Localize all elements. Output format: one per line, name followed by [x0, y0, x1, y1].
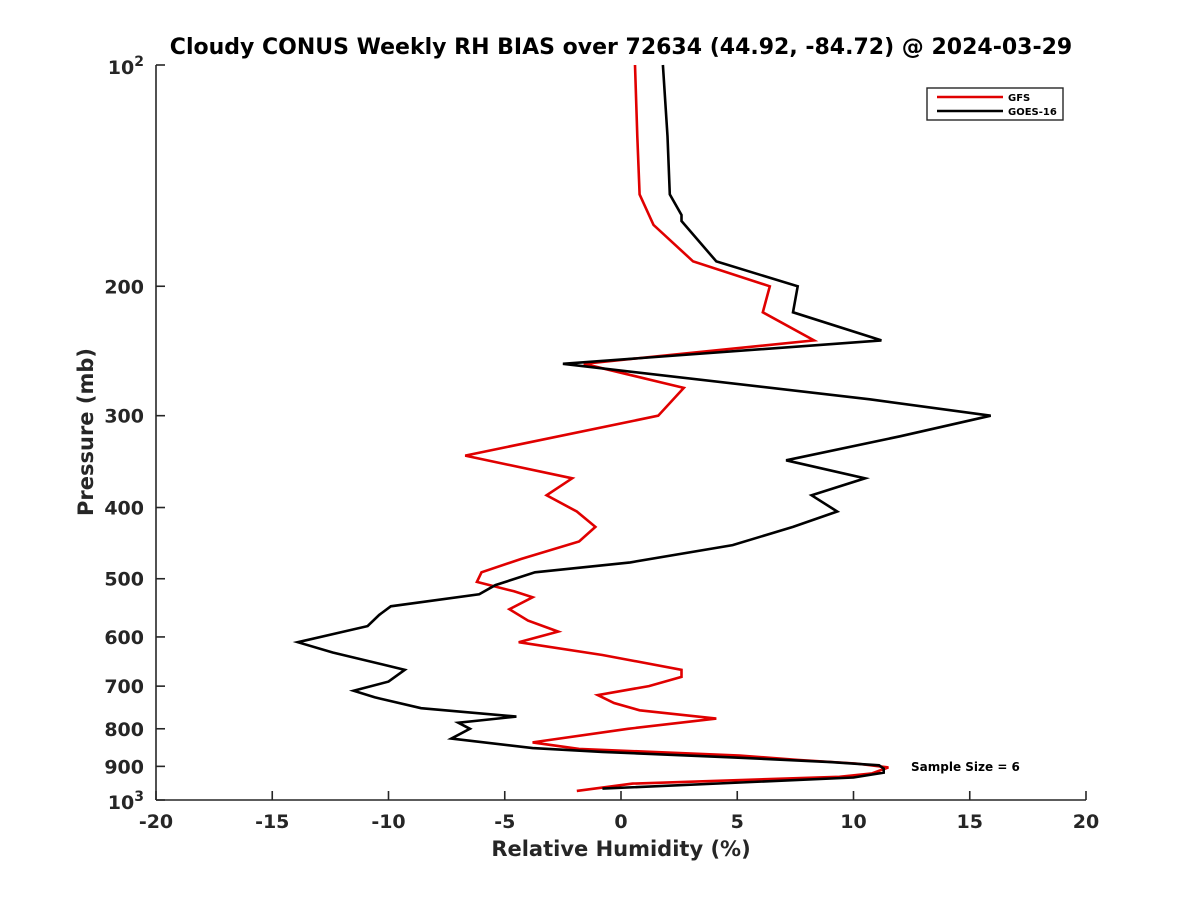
y-tick-label-exponent: 2 — [134, 54, 144, 70]
legend: GFS GOES-16 — [926, 87, 1064, 121]
y-tick-label: 103 — [108, 789, 144, 814]
y-tick-label: 102 — [108, 54, 144, 79]
series-line-gfs — [464, 64, 889, 793]
x-tick-label: -10 — [371, 811, 405, 833]
x-tick-label: -5 — [494, 811, 515, 833]
y-tick-label: 800 — [104, 719, 144, 741]
y-axis-label: Pressure (mb) — [74, 348, 98, 516]
y-tick-label-base: 10 — [108, 57, 134, 79]
x-axis-label: Relative Humidity (%) — [491, 837, 750, 861]
x-tick-label: -20 — [139, 811, 173, 833]
x-tick-label: 0 — [614, 811, 627, 833]
y-tick-label: 600 — [104, 627, 144, 649]
chart-title: Cloudy CONUS Weekly RH BIAS over 72634 (… — [170, 35, 1072, 60]
y-tick-label: 900 — [104, 756, 144, 778]
y-tick-label-exponent: 3 — [134, 789, 144, 805]
x-tick-label: 5 — [731, 811, 744, 833]
legend-label-goes16: GOES-16 — [1008, 107, 1057, 118]
series-layer — [292, 64, 991, 793]
x-tick-label: -15 — [255, 811, 289, 833]
y-tick-label: 400 — [104, 498, 144, 520]
x-tick-label: 20 — [1073, 811, 1099, 833]
sample-size-annotation: Sample Size = 6 — [911, 760, 1020, 774]
legend-box — [926, 87, 1064, 121]
y-tick-label: 700 — [104, 676, 144, 698]
y-tick-label: 500 — [104, 569, 144, 591]
legend-label-gfs: GFS — [1008, 93, 1030, 104]
y-tick-label: 300 — [104, 406, 144, 428]
series-line-goes16 — [292, 64, 991, 790]
y-tick-label-base: 10 — [108, 792, 134, 814]
x-tick-label: 10 — [840, 811, 866, 833]
x-tick-label: 15 — [957, 811, 983, 833]
y-tick-label: 200 — [104, 276, 144, 298]
x-axis-ticks: -20 -15 -10 -5 0 5 10 15 20 — [139, 791, 1099, 833]
